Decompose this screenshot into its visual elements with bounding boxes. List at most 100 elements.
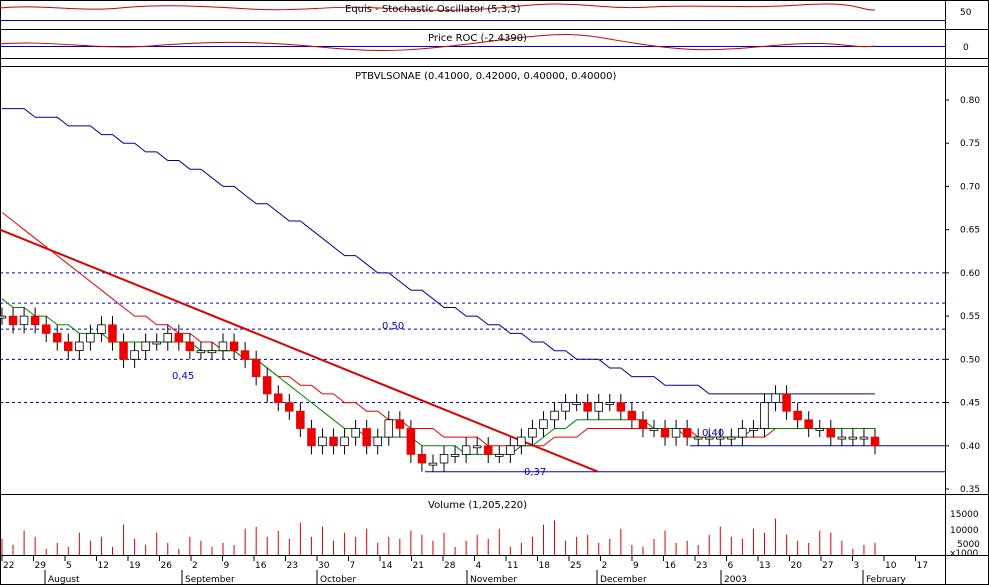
candle-down — [395, 419, 405, 429]
candle — [152, 333, 161, 351]
price-support-levels — [425, 445, 945, 473]
price-tick-label: 0.45 — [960, 399, 980, 409]
candle — [240, 342, 250, 368]
candle — [826, 419, 836, 446]
candle — [41, 316, 51, 343]
date-day-label: 26 — [161, 561, 173, 571]
candle — [251, 350, 261, 386]
candle — [716, 428, 725, 446]
candle-down — [627, 410, 637, 421]
candle-up — [152, 341, 161, 345]
candle-up — [207, 350, 217, 354]
candle-down — [793, 410, 802, 421]
candle — [30, 307, 40, 334]
candle-down — [296, 410, 305, 429]
candle — [428, 454, 438, 472]
date-day-label: 4 — [476, 561, 482, 571]
price-tick-label: 0.55 — [960, 312, 980, 322]
candle — [8, 307, 18, 334]
volume-tick-15000: 15000 — [950, 510, 979, 520]
candle-up — [218, 341, 228, 352]
candle — [671, 419, 681, 446]
candle — [185, 333, 195, 360]
date-day-label: 25 — [570, 561, 581, 571]
candle-up — [19, 315, 29, 326]
date-month-label: December — [600, 575, 647, 585]
candle-up — [86, 332, 95, 343]
candle-down — [119, 341, 128, 360]
candle — [738, 419, 747, 446]
candle — [273, 385, 283, 412]
candle — [108, 316, 117, 351]
candle — [561, 393, 570, 420]
date-day-label: 10 — [885, 561, 897, 571]
candle-up — [572, 402, 581, 406]
candle — [837, 428, 847, 446]
candle — [539, 411, 548, 438]
candle-down — [240, 350, 250, 360]
candle — [207, 342, 217, 360]
candle-up — [649, 428, 659, 431]
candle — [351, 419, 360, 446]
candle — [848, 428, 858, 446]
candle — [119, 333, 128, 368]
candle — [97, 316, 106, 343]
candle-up — [196, 350, 206, 354]
candle — [815, 419, 825, 438]
candle — [362, 419, 371, 455]
candle-down — [229, 341, 239, 352]
candle-up — [815, 428, 825, 431]
candle-down — [638, 419, 648, 429]
candle-up — [561, 402, 570, 412]
price-tick-label: 0.75 — [960, 139, 980, 149]
candle — [550, 402, 559, 429]
roc-title: Price ROC (-2.4390) — [428, 33, 527, 44]
candle-up — [0, 315, 7, 319]
price-tick-label: 0.40 — [960, 442, 980, 452]
candle-down — [782, 393, 791, 412]
candle-down — [804, 419, 813, 429]
stochastic-title: Equis - Stochastic Oscillator (5,3,3) — [345, 4, 521, 15]
candle-up — [760, 402, 769, 429]
candle-up — [318, 436, 327, 447]
candle — [329, 428, 338, 455]
candle-down — [41, 324, 51, 334]
candle — [583, 393, 592, 420]
annotation-040: 0,40 — [702, 428, 724, 439]
date-day-label: 21 — [413, 561, 424, 571]
candle-up — [340, 436, 349, 447]
date-day-label: 23 — [696, 561, 707, 571]
candle — [782, 385, 791, 420]
candle — [649, 419, 659, 438]
candle-down — [307, 428, 316, 447]
candle-up — [506, 445, 515, 455]
candle-down — [273, 393, 283, 403]
date-day-label: 14 — [381, 561, 393, 571]
candle — [229, 333, 239, 360]
candle — [196, 342, 206, 360]
candle — [318, 428, 327, 455]
candle — [307, 419, 316, 455]
candle — [483, 437, 493, 464]
price-title: PTBVLSONAE (0.41000, 0.42000, 0.40000, 0… — [355, 71, 617, 82]
volume-panel: Volume (1,205,220) 15000 10000 5000 x100… — [1, 500, 980, 559]
date-day-label: 5 — [66, 561, 72, 571]
candle — [793, 402, 802, 429]
stochastic-line — [0, 3, 876, 11]
candle-down — [64, 341, 73, 352]
candle — [682, 419, 692, 446]
candle — [406, 419, 416, 464]
candle — [64, 333, 73, 360]
candle — [417, 445, 427, 472]
price-panel: PTBVLSONAE (0.41000, 0.42000, 0.40000, 0… — [0, 71, 980, 495]
roc-tick-0: 0 — [963, 43, 969, 53]
date-day-label: 2 — [602, 561, 608, 571]
date-day-label: 7 — [350, 561, 356, 571]
price-tick-label: 0.70 — [960, 182, 980, 192]
date-day-label: 28 — [444, 561, 456, 571]
candle-up — [550, 410, 559, 421]
stochastic-tick-50: 50 — [960, 8, 972, 18]
candle-down — [329, 436, 338, 447]
